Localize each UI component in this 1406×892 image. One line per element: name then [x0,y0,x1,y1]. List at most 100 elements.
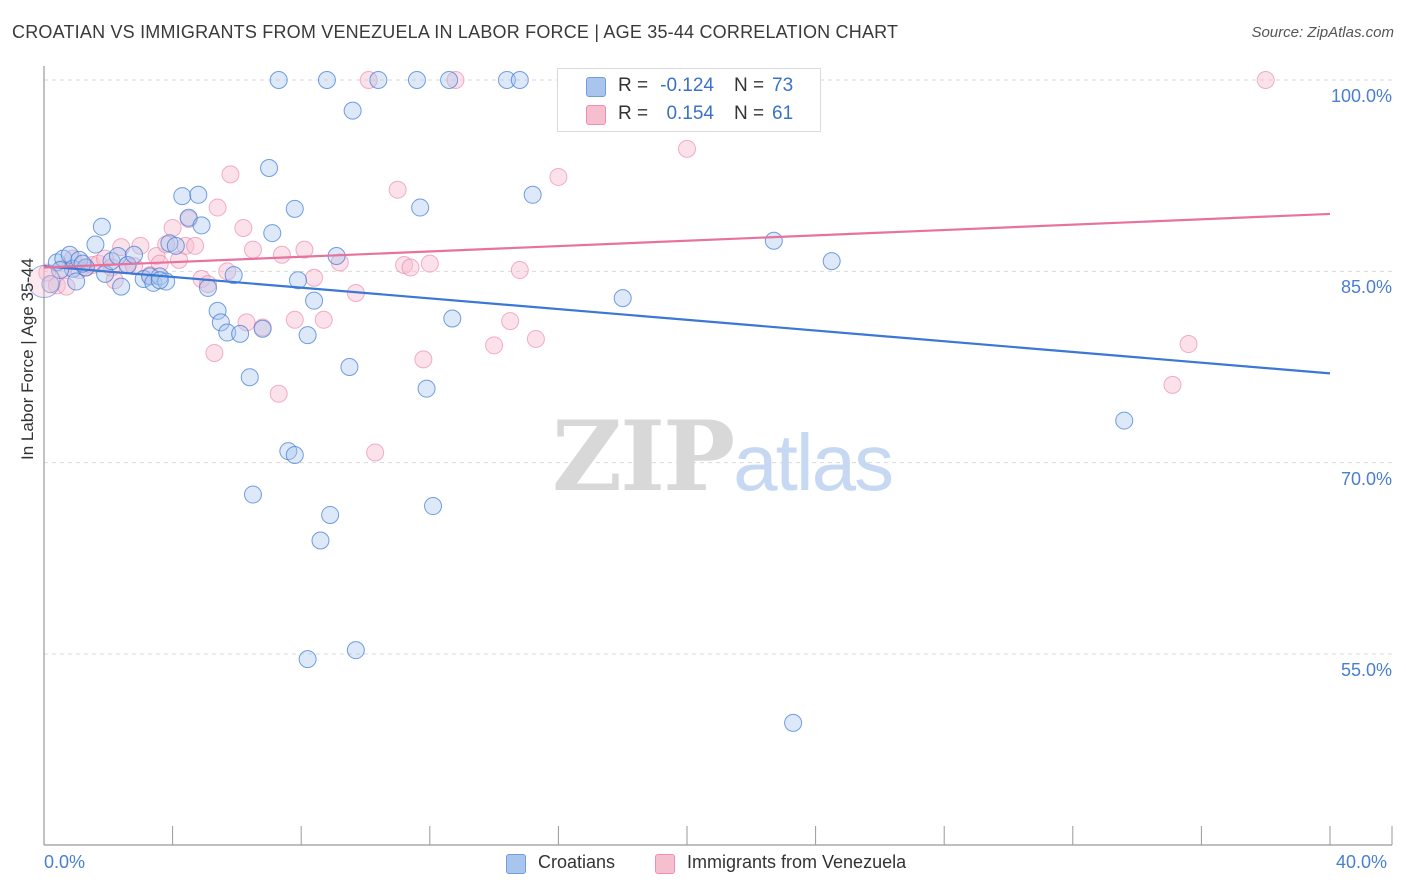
legend-swatch-blue [586,77,606,97]
croatians-point [407,71,426,89]
venezuela-point [243,240,262,259]
venezuela-point [221,165,240,184]
croatians-point [60,245,79,264]
croatians-point [86,235,105,254]
venezuela-point [549,167,568,186]
croatians-point [218,323,237,342]
venezuela-point [57,277,76,296]
croatians-point [240,368,259,387]
croatians-point [497,71,516,89]
stats-legend: R = -0.124 N = 73 R = 0.154 N = 61 [557,68,821,132]
croatians-point [92,217,111,236]
venezuela-point [526,329,545,348]
croatians-point [112,277,131,296]
watermark: ZIPatlas [552,400,894,513]
legend-n-value: 61 [772,103,794,124]
legend-row-croatians: R = -0.124 N = 73 [558,73,820,101]
croatians-point [369,71,388,89]
croatians-point [189,185,208,204]
croatians-point [224,266,243,285]
croatians-point [211,313,230,332]
croatians-point [253,319,272,338]
venezuela-point [163,218,182,237]
croatians-point [764,231,783,250]
croatians-point [510,71,529,89]
legend-n-value: 73 [772,75,794,96]
venezuela-point [176,236,195,255]
legend-r-value: -0.124 [660,75,714,96]
venezuela-trend-line [43,212,1331,269]
venezuela-point [186,236,205,255]
y-tick-label: 55.0% [1340,660,1392,680]
croatians-point [321,505,340,524]
croatians-point [317,71,336,89]
croatians-point [285,446,304,465]
venezuela-point [269,384,288,403]
venezuela-point [314,310,333,329]
croatians-point [73,254,92,273]
croatians-point [67,272,86,291]
croatians-point [523,185,542,204]
croatians-point [298,650,317,669]
croatians-point [311,531,330,550]
venezuela-point [359,71,378,89]
venezuela-point [272,245,291,264]
y-tick-label: 70.0% [1340,468,1392,489]
venezuela-point [47,276,66,295]
croatians-point [340,358,359,376]
croatians-point [784,713,803,732]
bottom-legend-label: Croatians [538,852,616,872]
overlap-point [27,265,61,299]
venezuela-point [1163,375,1182,394]
x-tick-label-max: 40.0% [1336,852,1388,872]
croatians-point [269,71,288,89]
croatians-point [613,289,632,308]
croatians-point [440,71,459,89]
venezuela-point [678,139,696,158]
venezuela-point [1256,71,1275,89]
venezuela-point [446,71,465,89]
venezuela-point [510,261,529,280]
croatians-point [198,278,217,297]
watermark-atlas: atlas [733,418,894,507]
venezuela-point [366,443,385,462]
y-tick-label: 85.0% [1340,277,1392,298]
venezuela-point [131,236,150,255]
croatians-point [173,187,192,206]
croatians-point [243,485,262,504]
venezuela-point [205,343,224,362]
croatians-point [417,379,436,398]
x-tick-label-min: 0.0% [44,852,86,872]
legend-r-label: R = [618,75,649,96]
venezuela-point [501,312,520,331]
croatians-point [288,271,307,290]
legend-r-label: R = [618,103,649,124]
legend-n-label: N = [734,103,765,124]
croatians-point [443,309,462,328]
legend-swatch-pink [586,105,606,125]
venezuela-point [420,254,439,273]
croatians-point [411,198,430,217]
venezuela-point [234,218,253,237]
venezuela-point [208,198,227,217]
venezuela-point [414,350,433,369]
y-axis-label: In Labor Force | Age 35-44 [18,258,37,460]
croatians-point [263,224,282,243]
croatians-point [166,236,185,255]
venezuela-point [1179,335,1198,354]
venezuela-point [285,310,304,329]
legend-row-venezuela: R = 0.154 N = 61 [558,101,820,129]
source-credit: Source: ZipAtlas.com [1251,24,1394,41]
croatians-point [298,326,317,345]
croatians-point [1115,411,1134,430]
venezuela-point [388,180,407,199]
croatians-point [822,252,841,271]
legend-n-label: N = [734,75,765,96]
venezuela-point [305,268,324,287]
venezuela-point [485,336,504,355]
croatians-point [424,497,443,516]
bottom-legend-label: Immigrants from Venezuela [687,852,907,872]
venezuela-point [401,258,420,277]
bottom-legend-swatch-pink [655,854,675,874]
